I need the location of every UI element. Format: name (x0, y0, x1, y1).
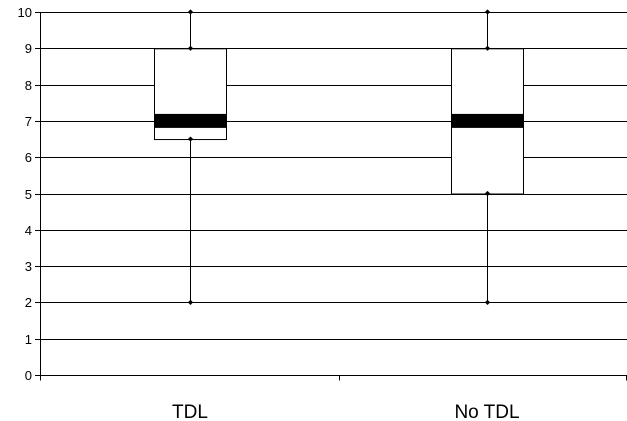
y-tick-label-3: 3 (25, 259, 32, 274)
point-no-tdl-max (484, 9, 491, 15)
point-tdl-q1 (187, 136, 194, 142)
y-tick-label-0: 0 (25, 368, 32, 383)
y-tick-label-2: 2 (25, 295, 32, 310)
axes (35, 12, 627, 381)
y-tick-label-9: 9 (25, 41, 32, 56)
y-tick-label-1: 1 (25, 332, 32, 347)
point-tdl-whisker-high (187, 45, 194, 51)
median-tdl (154, 113, 227, 128)
category-label-no-tdl: No TDL (454, 402, 519, 421)
point-tdl-max (187, 9, 194, 15)
point-no-tdl-whisker-low (484, 190, 491, 197)
y-tick-label-6: 6 (25, 150, 32, 165)
box-marks (154, 9, 524, 305)
y-tick-label-7: 7 (25, 114, 32, 129)
point-no-tdl-min (484, 299, 491, 305)
axis-labels: 0 1 2 3 4 5 6 7 8 9 10 TDL No TDL (18, 5, 520, 421)
y-tick-label-10: 10 (18, 5, 32, 20)
point-no-tdl-whisker-high (484, 45, 491, 51)
y-tick-label-8: 8 (25, 78, 32, 93)
category-label-tdl: TDL (172, 402, 208, 421)
y-tick-label-4: 4 (25, 223, 32, 238)
point-tdl-min (187, 299, 194, 305)
median-no-tdl (451, 113, 524, 128)
y-tick-label-5: 5 (25, 187, 32, 202)
gridlines (40, 12, 627, 340)
